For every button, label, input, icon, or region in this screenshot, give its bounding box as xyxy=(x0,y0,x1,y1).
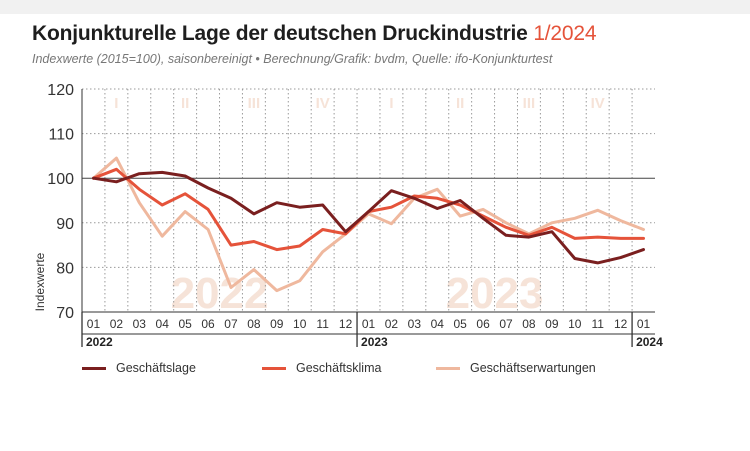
legend-swatch-geschaeftserwartungen xyxy=(436,366,460,370)
x-tick-label: 11 xyxy=(316,317,329,331)
x-tick-label: 09 xyxy=(270,317,284,331)
title-main: Konjunkturelle Lage der deutschen Drucki… xyxy=(32,22,528,45)
x-tick-label: 07 xyxy=(224,317,238,331)
legend-item-geschaeftserwartungen: Geschäftserwartungen xyxy=(436,360,596,376)
x-tick-label: 01 xyxy=(87,317,101,331)
x-year-label: 2023 xyxy=(361,335,388,349)
series-line-geschaeftserwartungen xyxy=(92,156,645,293)
quarter-label: II xyxy=(456,95,464,112)
x-tick-label: 06 xyxy=(476,317,490,331)
x-tick-label: 12 xyxy=(339,317,353,331)
series-line-geschaeftsklima xyxy=(92,167,645,252)
quarter-label: III xyxy=(248,95,261,112)
y-tick-label: 80 xyxy=(56,260,74,277)
y-tick-label: 110 xyxy=(48,127,74,144)
x-tick-label: 11 xyxy=(591,317,604,331)
x-tick-label: 04 xyxy=(156,317,170,331)
x-tick-label: 01 xyxy=(637,317,651,331)
top-bar xyxy=(0,0,750,14)
y-tick-label: 100 xyxy=(47,171,74,188)
legend-swatch-geschaeftsklima xyxy=(262,366,286,370)
legend-label-geschaeftserwartungen: Geschäftserwartungen xyxy=(470,361,596,375)
legend-item-geschaeftslage: Geschäftslage xyxy=(82,360,196,376)
x-tick-label: 08 xyxy=(522,317,536,331)
x-tick-label: 07 xyxy=(499,317,513,331)
x-tick-label: 08 xyxy=(247,317,261,331)
title-period: 1/2024 xyxy=(533,22,597,45)
x-tick-label: 12 xyxy=(614,317,628,331)
x-tick-label: 02 xyxy=(385,317,399,331)
quarter-label: I xyxy=(389,95,393,112)
x-tick-label: 04 xyxy=(431,317,445,331)
x-year-label: 2022 xyxy=(86,335,113,349)
x-tick-label: 02 xyxy=(110,317,124,331)
quarter-label: IV xyxy=(316,95,330,112)
series-line-geschaeftslage xyxy=(92,170,645,265)
quarter-label: IV xyxy=(591,95,605,112)
y-tick-label: 120 xyxy=(47,82,74,99)
quarter-label: III xyxy=(523,95,536,112)
y-tick-label: 90 xyxy=(56,216,74,233)
x-tick-label: 10 xyxy=(568,317,582,331)
legend-label-geschaeftsklima: Geschäftsklima xyxy=(296,361,382,375)
x-tick-label: 01 xyxy=(362,317,376,331)
legend-item-geschaeftsklima: Geschäftsklima xyxy=(262,360,381,376)
x-tick-label: 03 xyxy=(133,317,147,331)
y-axis-label: Indexwerte xyxy=(33,252,47,311)
x-tick-label: 09 xyxy=(545,317,559,331)
x-tick-label: 05 xyxy=(454,317,468,331)
x-tick-label: 05 xyxy=(178,317,192,331)
legend-label-geschaeftslage: Geschäftslage xyxy=(116,361,196,375)
x-tick-label: 06 xyxy=(201,317,215,331)
quarter-label: I xyxy=(114,95,118,112)
chart-title: Konjunkturelle Lage der deutschen Drucki… xyxy=(32,22,597,46)
legend-swatch-geschaeftslage xyxy=(82,366,106,370)
x-year-label: 2024 xyxy=(636,335,663,349)
y-tick-label: 70 xyxy=(56,305,74,322)
quarter-label: II xyxy=(181,95,189,112)
chart-subtitle: Indexwerte (2015=100), saisonbereinigt •… xyxy=(32,52,553,66)
x-tick-label: 10 xyxy=(293,317,307,331)
x-tick-label: 03 xyxy=(408,317,422,331)
